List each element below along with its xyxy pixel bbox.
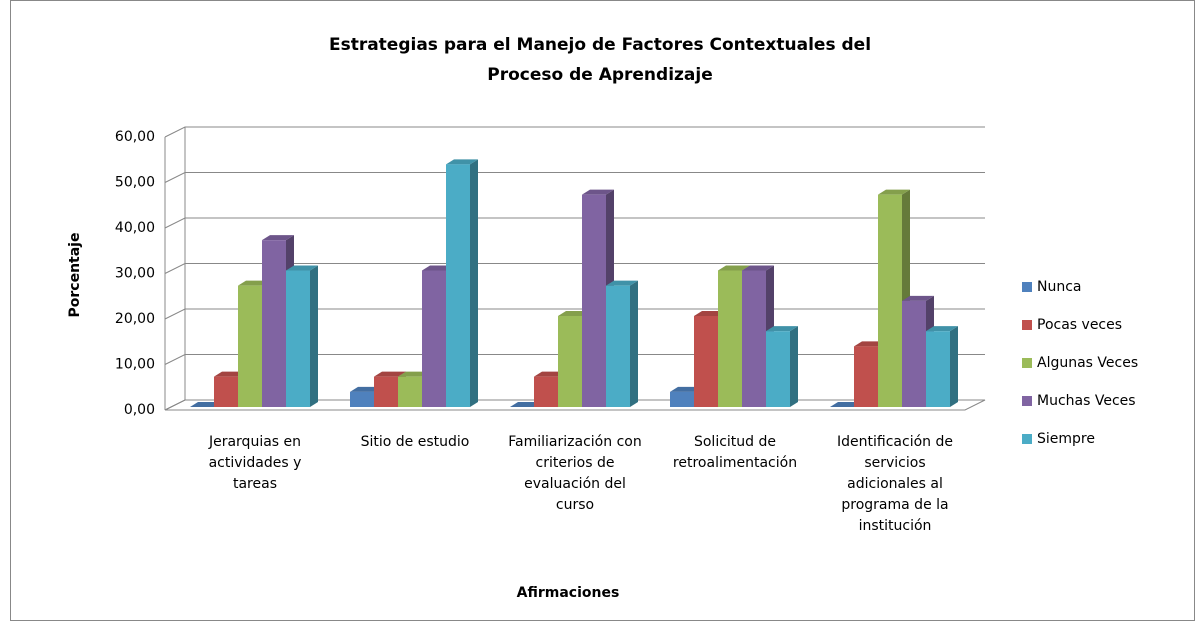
- bar-front: [902, 300, 926, 407]
- y-tick-label: 60,00: [115, 129, 155, 145]
- y-tick-label: 0,00: [124, 402, 155, 418]
- y-tick-label: 40,00: [115, 220, 155, 236]
- bar-top: [926, 326, 958, 332]
- y-axis-label: Porcentaje: [67, 233, 83, 318]
- bar: [286, 265, 318, 407]
- y-tick-label: 50,00: [115, 175, 155, 191]
- bar-front: [422, 270, 446, 407]
- legend-label: Pocas veces: [1037, 317, 1122, 333]
- x-tick-label: Jerarquias en actividades y tareas: [208, 434, 302, 492]
- legend-label: Muchas Veces: [1037, 393, 1136, 409]
- bar-front: [718, 270, 742, 407]
- bar-front: [742, 270, 766, 407]
- bar-front: [214, 376, 238, 407]
- bar-front: [582, 194, 606, 407]
- bar-side: [310, 265, 318, 407]
- x-tick-label: Identificación de servicios adicionales …: [837, 434, 953, 534]
- x-axis-label: Afirmaciones: [517, 585, 620, 601]
- legend-label: Algunas Veces: [1037, 355, 1138, 371]
- bar-front: [350, 391, 374, 407]
- bar-top: [582, 189, 614, 195]
- bar-top: [742, 265, 774, 271]
- legend-swatch: [1022, 396, 1032, 406]
- bar-top: [606, 280, 638, 286]
- bar-top: [374, 371, 406, 377]
- bar-top: [766, 326, 798, 332]
- legend-swatch: [1022, 434, 1032, 444]
- bar-front: [398, 376, 422, 407]
- bar-top: [902, 295, 934, 301]
- bar-top: [286, 265, 318, 271]
- grid-line: [164, 126, 985, 138]
- bar-side: [470, 159, 478, 407]
- chart-title: Estrategias para el Manejo de Factores C…: [328, 35, 872, 85]
- y-tick-label: 30,00: [115, 266, 155, 282]
- y-tick-label: 20,00: [115, 311, 155, 327]
- bar-front: [766, 331, 790, 407]
- bar-front: [926, 331, 950, 407]
- x-tick-label: Sitio de estudio: [360, 434, 470, 450]
- x-tick-label: Solicitud de retroalimentación: [672, 434, 798, 471]
- bar-side: [790, 326, 798, 407]
- legend-swatch: [1022, 320, 1032, 330]
- bar-front: [694, 316, 718, 407]
- bar: [582, 189, 614, 407]
- bar-front: [670, 391, 694, 407]
- bar-top: [446, 159, 478, 165]
- bar-front: [854, 346, 878, 407]
- bar-side: [630, 280, 638, 407]
- grid-line: [164, 172, 985, 183]
- bar-front: [286, 270, 310, 407]
- bar-front: [534, 376, 558, 407]
- bar: [766, 326, 798, 407]
- x-tick-label: Familiarización con criterios de evaluac…: [508, 434, 642, 513]
- bar-top: [718, 265, 750, 271]
- legend-swatch: [1022, 358, 1032, 368]
- bar-front: [374, 376, 398, 407]
- bar-front: [238, 285, 262, 407]
- bar: [606, 280, 638, 407]
- bar-front: [558, 316, 582, 407]
- bar-front: [606, 285, 630, 407]
- bar-side: [950, 326, 958, 407]
- bar-top: [878, 189, 910, 195]
- bar-top: [262, 235, 294, 241]
- legend-label: Siempre: [1037, 431, 1095, 447]
- legend-swatch: [1022, 282, 1032, 292]
- grid-line: [164, 263, 985, 274]
- legend-label: Nunca: [1037, 279, 1082, 295]
- bar-front: [878, 194, 902, 407]
- bar: [926, 326, 958, 407]
- bar: [446, 159, 478, 407]
- bar-front: [262, 240, 286, 407]
- bar-front: [446, 164, 470, 407]
- y-tick-label: 10,00: [115, 357, 155, 373]
- grid-line: [164, 217, 985, 229]
